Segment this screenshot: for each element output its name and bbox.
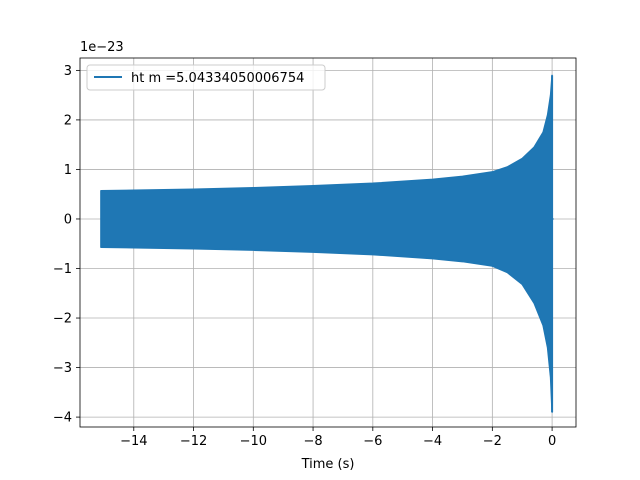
x-tick-label: 0 <box>548 434 556 449</box>
x-tick-label: −12 <box>180 434 207 449</box>
y-offset-label: 1e−23 <box>80 40 124 55</box>
x-tick-label: −6 <box>363 434 382 449</box>
y-tick-label: 3 <box>64 64 72 79</box>
x-axis-label: Time (s) <box>301 457 355 472</box>
y-tick-label: −1 <box>53 262 72 277</box>
y-axis: −4 −3 −2 −1 0 1 2 3 <box>53 64 80 426</box>
x-tick-label: −14 <box>120 434 147 449</box>
x-tick-label: −8 <box>303 434 322 449</box>
x-axis: −14 −12 −10 −8 −6 −4 −2 0 <box>120 427 556 449</box>
axes-frame <box>79 57 577 428</box>
plot-area <box>100 74 554 413</box>
legend-entry: ht m =5.04334050006754 <box>131 71 304 86</box>
x-tick-label: −2 <box>483 434 502 449</box>
legend: ht m =5.04334050006754 <box>86 64 326 91</box>
y-tick-label: 1 <box>64 163 72 178</box>
y-tick-label: −3 <box>53 361 72 376</box>
y-tick-label: 2 <box>64 113 72 128</box>
y-tick-label: 0 <box>64 212 72 227</box>
y-tick-label: −2 <box>53 312 72 327</box>
x-tick-label: −10 <box>240 434 267 449</box>
legend-box <box>86 64 326 91</box>
x-tick-label: −4 <box>423 434 442 449</box>
y-tick-label: −4 <box>53 411 72 426</box>
